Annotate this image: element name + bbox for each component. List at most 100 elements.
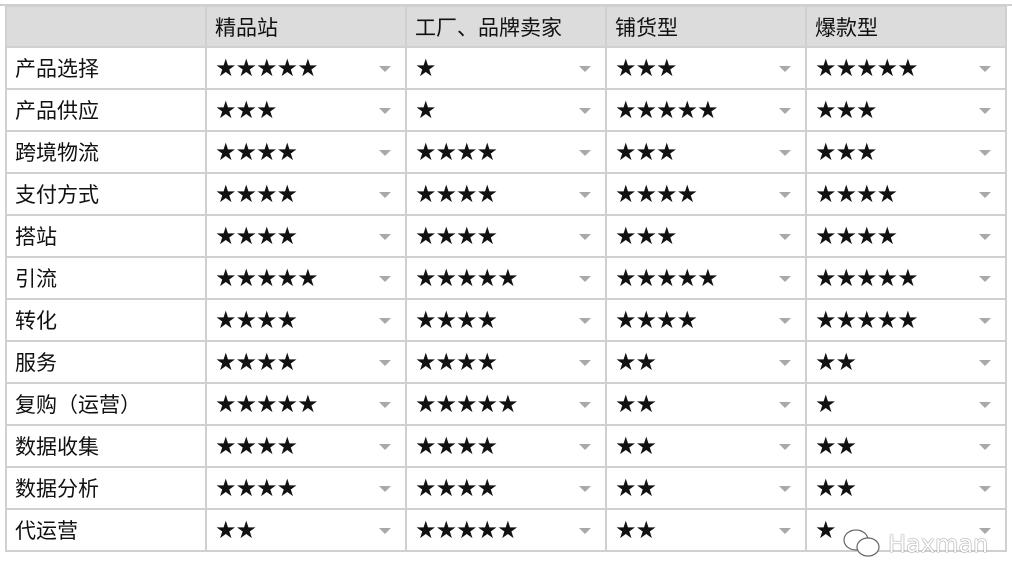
rating-dropdown-cell[interactable]: ★★★ [805,88,1007,132]
row-label[interactable]: 产品供应 [5,88,207,132]
rating-dropdown-cell[interactable]: ★★ [605,340,807,384]
rating-dropdown-cell[interactable]: ★★★★★ [805,256,1007,300]
rating-dropdown-cell[interactable]: ★★ [605,424,807,468]
rating-dropdown-cell[interactable]: ★★★★ [405,130,607,174]
chevron-down-icon[interactable] [379,402,391,408]
column-header[interactable] [5,5,207,48]
chevron-down-icon[interactable] [779,234,791,240]
chevron-down-icon[interactable] [779,528,791,534]
rating-dropdown-cell[interactable]: ★★★ [205,88,407,132]
row-label[interactable]: 支付方式 [5,172,207,216]
rating-dropdown-cell[interactable]: ★★★★ [405,172,607,216]
rating-dropdown-cell[interactable]: ★★★★★ [405,382,607,426]
rating-dropdown-cell[interactable]: ★★★★★ [205,382,407,426]
chevron-down-icon[interactable] [379,444,391,450]
rating-dropdown-cell[interactable]: ★★★★ [805,214,1007,258]
rating-dropdown-cell[interactable]: ★★ [205,508,407,552]
rating-dropdown-cell[interactable]: ★★★ [605,214,807,258]
chevron-down-icon[interactable] [779,486,791,492]
chevron-down-icon[interactable] [379,108,391,114]
column-header[interactable]: 精品站 [205,5,407,48]
rating-dropdown-cell[interactable]: ★★★ [805,130,1007,174]
rating-dropdown-cell[interactable]: ★★ [605,508,807,552]
row-label[interactable]: 代运营 [5,508,207,552]
rating-dropdown-cell[interactable]: ★★ [805,340,1007,384]
rating-dropdown-cell[interactable]: ★★★★ [205,214,407,258]
row-label[interactable]: 搭站 [5,214,207,258]
chevron-down-icon[interactable] [779,444,791,450]
rating-dropdown-cell[interactable]: ★★★★ [205,172,407,216]
row-label[interactable]: 跨境物流 [5,130,207,174]
rating-dropdown-cell[interactable]: ★★ [805,424,1007,468]
row-label[interactable]: 引流 [5,256,207,300]
chevron-down-icon[interactable] [979,66,991,72]
column-header[interactable]: 铺货型 [605,5,807,48]
chevron-down-icon[interactable] [779,402,791,408]
chevron-down-icon[interactable] [379,276,391,282]
chevron-down-icon[interactable] [979,150,991,156]
chevron-down-icon[interactable] [579,318,591,324]
chevron-down-icon[interactable] [979,444,991,450]
chevron-down-icon[interactable] [979,276,991,282]
rating-dropdown-cell[interactable]: ★★★★★ [805,46,1007,90]
chevron-down-icon[interactable] [379,234,391,240]
row-label[interactable]: 服务 [5,340,207,384]
rating-dropdown-cell[interactable]: ★★★★ [405,424,607,468]
chevron-down-icon[interactable] [779,108,791,114]
rating-dropdown-cell[interactable]: ★★★★ [205,466,407,510]
rating-dropdown-cell[interactable]: ★★★★ [205,340,407,384]
rating-dropdown-cell[interactable]: ★★★★★ [405,256,607,300]
rating-dropdown-cell[interactable]: ★ [405,46,607,90]
chevron-down-icon[interactable] [979,360,991,366]
chevron-down-icon[interactable] [579,150,591,156]
chevron-down-icon[interactable] [579,66,591,72]
rating-dropdown-cell[interactable]: ★★ [805,466,1007,510]
chevron-down-icon[interactable] [579,486,591,492]
chevron-down-icon[interactable] [579,276,591,282]
rating-dropdown-cell[interactable]: ★★★ [605,130,807,174]
chevron-down-icon[interactable] [779,360,791,366]
rating-dropdown-cell[interactable]: ★★★★ [205,298,407,342]
rating-dropdown-cell[interactable]: ★★ [605,466,807,510]
row-label[interactable]: 转化 [5,298,207,342]
rating-dropdown-cell[interactable]: ★ [405,88,607,132]
rating-dropdown-cell[interactable]: ★★★★★ [605,88,807,132]
chevron-down-icon[interactable] [979,192,991,198]
chevron-down-icon[interactable] [379,528,391,534]
rating-dropdown-cell[interactable]: ★★★★ [405,340,607,384]
chevron-down-icon[interactable] [579,402,591,408]
chevron-down-icon[interactable] [579,108,591,114]
rating-dropdown-cell[interactable]: ★★★★★ [805,298,1007,342]
column-header[interactable]: 爆款型 [805,5,1007,48]
rating-dropdown-cell[interactable]: ★★★★★ [205,256,407,300]
rating-dropdown-cell[interactable]: ★★★★ [805,172,1007,216]
rating-dropdown-cell[interactable]: ★★★ [605,46,807,90]
chevron-down-icon[interactable] [379,150,391,156]
chevron-down-icon[interactable] [779,318,791,324]
chevron-down-icon[interactable] [379,486,391,492]
chevron-down-icon[interactable] [379,360,391,366]
chevron-down-icon[interactable] [779,150,791,156]
rating-dropdown-cell[interactable]: ★★★★ [605,298,807,342]
rating-dropdown-cell[interactable]: ★★★★ [405,298,607,342]
chevron-down-icon[interactable] [979,486,991,492]
chevron-down-icon[interactable] [379,318,391,324]
chevron-down-icon[interactable] [979,528,991,534]
rating-dropdown-cell[interactable]: ★★ [605,382,807,426]
row-label[interactable]: 数据收集 [5,424,207,468]
rating-dropdown-cell[interactable]: ★★★★ [405,214,607,258]
rating-dropdown-cell[interactable]: ★★★★ [405,466,607,510]
rating-dropdown-cell[interactable]: ★★★★★ [405,508,607,552]
chevron-down-icon[interactable] [779,276,791,282]
chevron-down-icon[interactable] [979,108,991,114]
rating-dropdown-cell[interactable]: ★★★★ [605,172,807,216]
row-label[interactable]: 复购（运营） [5,382,207,426]
chevron-down-icon[interactable] [579,444,591,450]
chevron-down-icon[interactable] [979,318,991,324]
chevron-down-icon[interactable] [579,192,591,198]
rating-dropdown-cell[interactable]: ★★★★ [205,130,407,174]
chevron-down-icon[interactable] [379,192,391,198]
chevron-down-icon[interactable] [779,66,791,72]
column-header[interactable]: 工厂、品牌卖家 [405,5,607,48]
rating-dropdown-cell[interactable]: ★★★★★ [205,46,407,90]
